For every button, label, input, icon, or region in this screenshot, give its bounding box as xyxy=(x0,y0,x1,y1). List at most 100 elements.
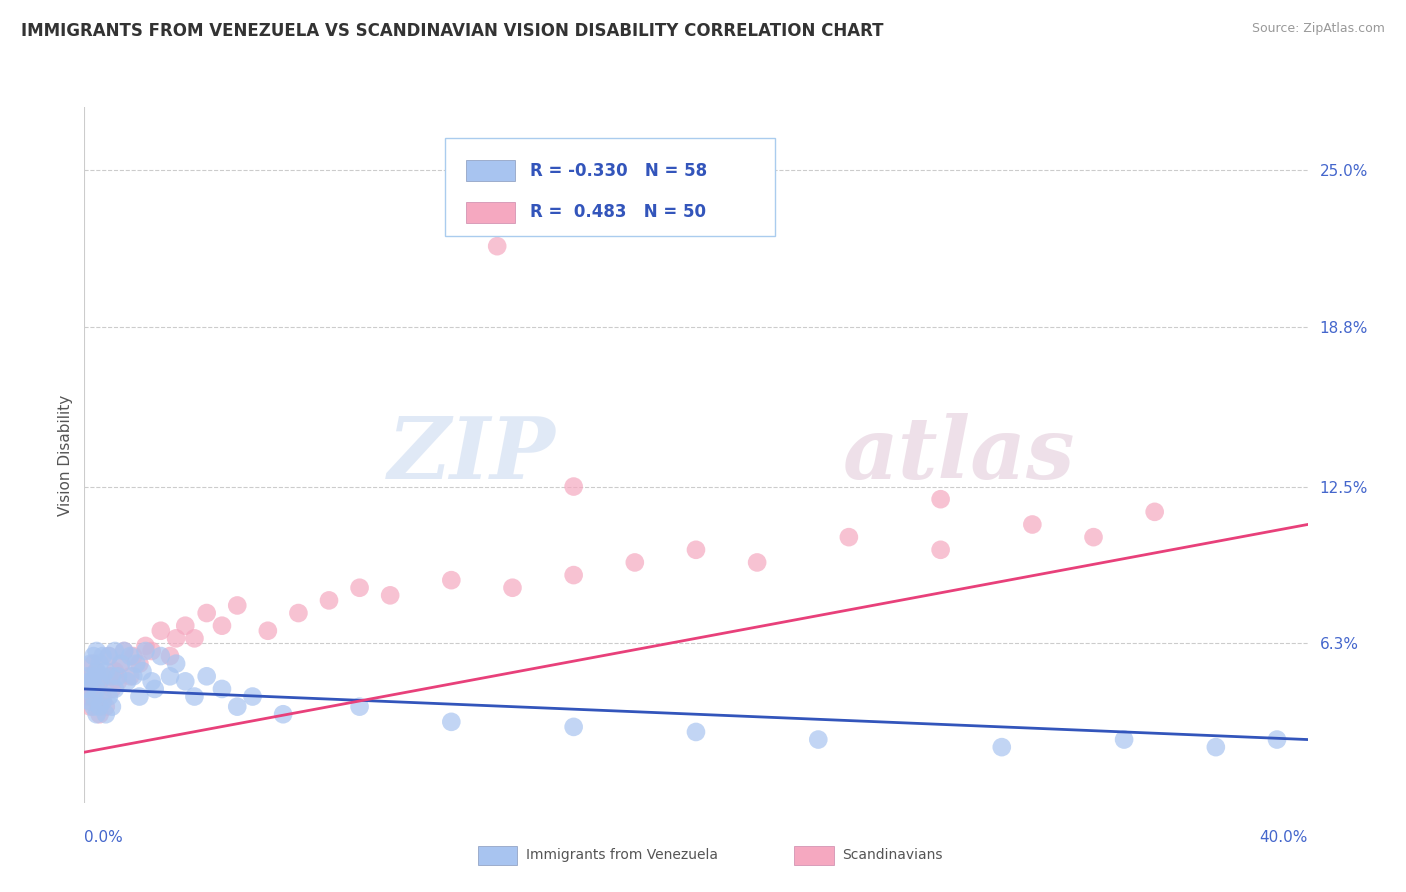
Point xyxy=(115,674,138,689)
Point xyxy=(149,648,172,663)
Point xyxy=(122,648,145,663)
Point xyxy=(174,674,197,689)
Point xyxy=(242,690,264,704)
Point xyxy=(226,699,249,714)
Text: Immigrants from Venezuela: Immigrants from Venezuela xyxy=(526,848,718,863)
Point xyxy=(562,720,585,734)
Point xyxy=(94,699,117,714)
Point xyxy=(128,690,150,704)
FancyBboxPatch shape xyxy=(446,138,776,235)
Point xyxy=(79,657,101,671)
Text: Source: ZipAtlas.com: Source: ZipAtlas.com xyxy=(1251,22,1385,36)
Point xyxy=(83,648,105,663)
Point xyxy=(112,644,135,658)
Point xyxy=(486,239,509,253)
Point xyxy=(318,593,340,607)
Point xyxy=(1114,732,1136,747)
Point xyxy=(83,657,105,671)
Point xyxy=(86,665,108,679)
Point xyxy=(79,669,101,683)
Point xyxy=(107,674,129,689)
Point xyxy=(89,674,111,689)
Point xyxy=(135,639,157,653)
Point xyxy=(97,648,120,663)
Point xyxy=(91,690,114,704)
Point xyxy=(838,530,860,544)
Point xyxy=(991,740,1014,755)
Point xyxy=(195,606,218,620)
Text: R = -0.330   N = 58: R = -0.330 N = 58 xyxy=(530,161,707,180)
Point xyxy=(141,674,163,689)
Point xyxy=(125,657,148,671)
Point xyxy=(91,648,114,663)
Text: atlas: atlas xyxy=(842,413,1076,497)
Text: ZIP: ZIP xyxy=(388,413,555,497)
Point xyxy=(86,695,108,709)
Point xyxy=(112,644,135,658)
Point xyxy=(562,479,585,493)
Point xyxy=(110,657,132,671)
Point xyxy=(122,669,145,683)
Point xyxy=(685,542,707,557)
Point xyxy=(101,699,124,714)
Point xyxy=(349,699,371,714)
Point xyxy=(174,618,197,632)
Text: 40.0%: 40.0% xyxy=(1260,830,1308,845)
Point xyxy=(79,674,101,689)
Point xyxy=(83,690,105,704)
Point xyxy=(562,568,585,582)
Point xyxy=(76,690,98,704)
Bar xyxy=(465,202,515,223)
Point xyxy=(120,669,142,683)
Point xyxy=(86,707,108,722)
Point xyxy=(183,690,205,704)
Point xyxy=(91,695,114,709)
Point xyxy=(159,648,181,663)
Point xyxy=(79,695,101,709)
Point xyxy=(83,669,105,683)
Point xyxy=(141,644,163,658)
Point xyxy=(104,665,127,679)
Point xyxy=(131,665,153,679)
Point xyxy=(183,632,205,646)
Point xyxy=(97,690,120,704)
Point xyxy=(211,618,233,632)
Y-axis label: Vision Disability: Vision Disability xyxy=(58,394,73,516)
Point xyxy=(91,669,114,683)
Point xyxy=(226,599,249,613)
Point xyxy=(101,669,124,683)
Point xyxy=(86,665,108,679)
Point xyxy=(929,492,952,507)
Point xyxy=(195,669,218,683)
Text: Scandinavians: Scandinavians xyxy=(842,848,942,863)
Point xyxy=(97,669,120,683)
Point xyxy=(349,581,371,595)
Point xyxy=(94,665,117,679)
Bar xyxy=(465,161,515,181)
Point xyxy=(624,556,647,570)
Point xyxy=(1083,530,1105,544)
Point xyxy=(143,681,166,696)
Point xyxy=(89,699,111,714)
Point xyxy=(1205,740,1227,755)
Text: IMMIGRANTS FROM VENEZUELA VS SCANDINAVIAN VISION DISABILITY CORRELATION CHART: IMMIGRANTS FROM VENEZUELA VS SCANDINAVIA… xyxy=(21,22,883,40)
Point xyxy=(380,588,402,602)
Point xyxy=(104,644,127,658)
Point xyxy=(440,573,463,587)
Point xyxy=(89,707,111,722)
Point xyxy=(502,581,524,595)
Point xyxy=(86,644,108,658)
Text: 0.0%: 0.0% xyxy=(84,830,124,845)
Point xyxy=(120,648,142,663)
Point xyxy=(1021,517,1043,532)
Point xyxy=(101,681,124,696)
Point xyxy=(165,632,187,646)
Point xyxy=(685,725,707,739)
Point xyxy=(104,681,127,696)
Point xyxy=(287,606,309,620)
Point xyxy=(211,681,233,696)
Point xyxy=(79,699,101,714)
Point xyxy=(97,648,120,663)
Point xyxy=(128,657,150,671)
Point xyxy=(1143,505,1166,519)
